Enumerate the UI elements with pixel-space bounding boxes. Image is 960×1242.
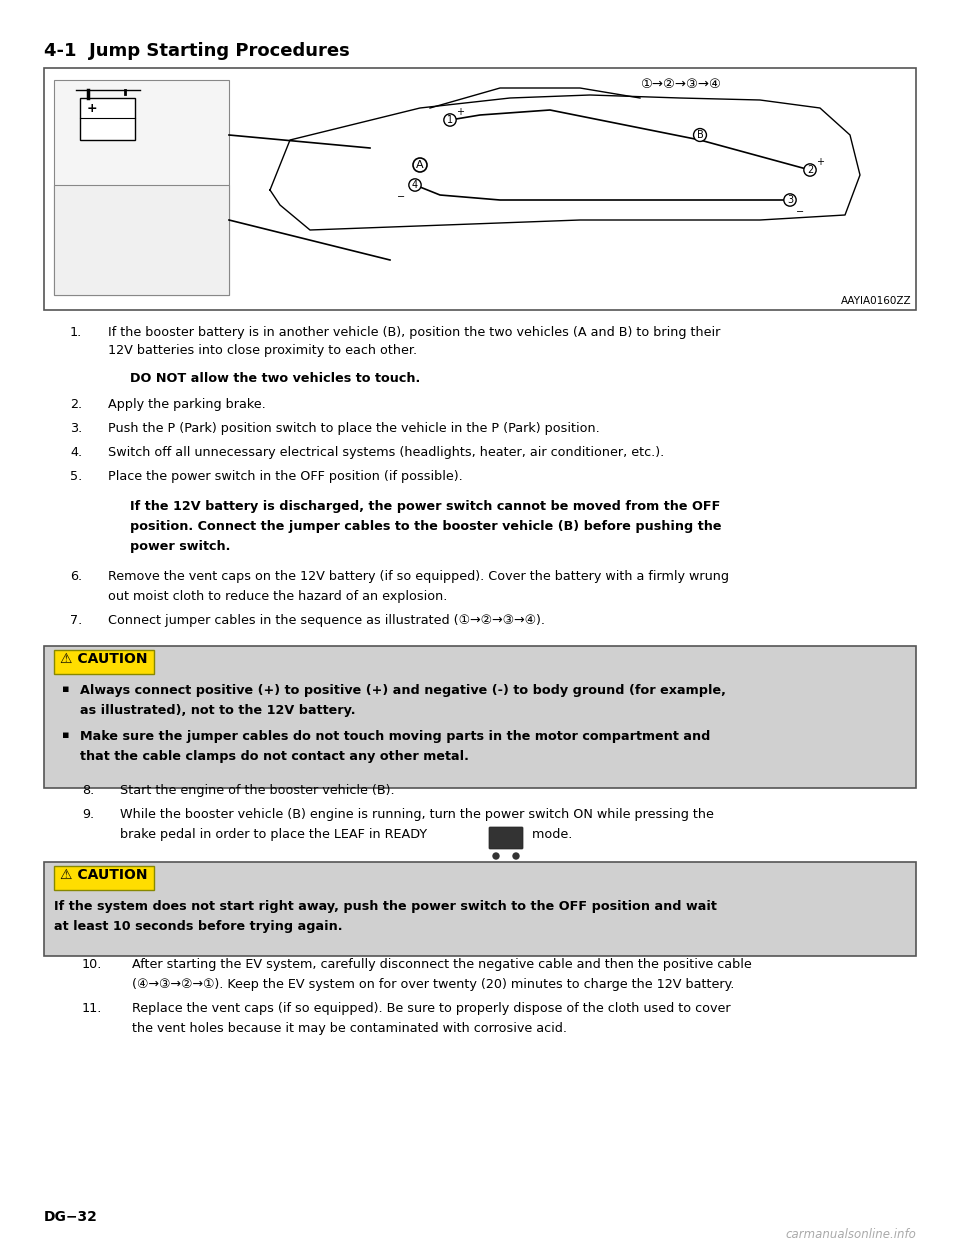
Text: 1.: 1. [70, 325, 83, 339]
Text: +: + [816, 156, 824, 166]
Text: AAYIA0160ZZ: AAYIA0160ZZ [841, 296, 912, 306]
Text: 12V batteries into close proximity to each other.: 12V batteries into close proximity to ea… [108, 344, 418, 356]
Text: Remove the vent caps on the 12V battery (if so equipped). Cover the battery with: Remove the vent caps on the 12V battery … [108, 570, 729, 582]
Text: 2.: 2. [70, 397, 83, 411]
Circle shape [513, 853, 519, 859]
Text: Place the power switch in the OFF position (if possible).: Place the power switch in the OFF positi… [108, 469, 463, 483]
Text: 9.: 9. [82, 809, 94, 821]
Text: 3: 3 [787, 195, 793, 205]
Text: Push the P (Park) position switch to place the vehicle in the P (Park) position.: Push the P (Park) position switch to pla… [108, 422, 600, 435]
Text: −: − [396, 193, 405, 202]
Text: Apply the parking brake.: Apply the parking brake. [108, 397, 266, 411]
Text: 4: 4 [412, 180, 418, 190]
Text: Always connect positive (+) to positive (+) and negative (-) to body ground (for: Always connect positive (+) to positive … [80, 684, 726, 697]
Text: 11.: 11. [82, 1002, 103, 1015]
Bar [44, 68, 916, 310]
Text: as illustrated), not to the 12V battery.: as illustrated), not to the 12V battery. [80, 704, 355, 717]
Bar [54, 185, 229, 296]
Text: ⚠ CAUTION: ⚠ CAUTION [60, 868, 148, 882]
Text: Make sure the jumper cables do not touch moving parts in the motor compartment a: Make sure the jumper cables do not touch… [80, 730, 710, 743]
Circle shape [493, 853, 499, 859]
Text: power switch.: power switch. [130, 540, 230, 553]
Text: Connect jumper cables in the sequence as illustrated (①→②→③→④).: Connect jumper cables in the sequence as… [108, 614, 545, 627]
Text: +: + [456, 107, 464, 117]
Bar [44, 646, 916, 787]
Text: 4-1  Jump Starting Procedures: 4-1 Jump Starting Procedures [44, 42, 349, 60]
Text: carmanualsonline.info: carmanualsonline.info [785, 1228, 916, 1241]
Bar [54, 650, 154, 674]
Text: While the booster vehicle (B) engine is running, turn the power switch ON while : While the booster vehicle (B) engine is … [120, 809, 714, 821]
Text: After starting the EV system, carefully disconnect the negative cable and then t: After starting the EV system, carefully … [132, 958, 752, 971]
Text: ①→②→③→④: ①→②→③→④ [640, 78, 721, 91]
Text: 7.: 7. [70, 614, 83, 627]
Text: that the cable clamps do not contact any other metal.: that the cable clamps do not contact any… [80, 750, 468, 763]
Text: If the system does not start right away, push the power switch to the OFF positi: If the system does not start right away,… [54, 900, 717, 913]
Bar [80, 98, 135, 140]
Text: 6.: 6. [70, 570, 83, 582]
Text: out moist cloth to reduce the hazard of an explosion.: out moist cloth to reduce the hazard of … [108, 590, 447, 604]
Bar [54, 79, 229, 296]
Text: 3.: 3. [70, 422, 83, 435]
Text: Start the engine of the booster vehicle (B).: Start the engine of the booster vehicle … [120, 784, 395, 797]
Bar [44, 862, 916, 956]
Text: 4.: 4. [70, 446, 83, 460]
Text: 1: 1 [447, 116, 453, 125]
Text: 8.: 8. [82, 784, 94, 797]
FancyBboxPatch shape [489, 827, 523, 850]
Text: Replace the vent caps (if so equipped). Be sure to properly dispose of the cloth: Replace the vent caps (if so equipped). … [132, 1002, 731, 1015]
Text: mode.: mode. [528, 828, 572, 841]
Text: at least 10 seconds before trying again.: at least 10 seconds before trying again. [54, 920, 343, 933]
Text: brake pedal in order to place the LEAF in READY: brake pedal in order to place the LEAF i… [120, 828, 431, 841]
Text: A: A [417, 160, 423, 170]
Text: Switch off all unnecessary electrical systems (headlights, heater, air condition: Switch off all unnecessary electrical sy… [108, 446, 664, 460]
Text: 5.: 5. [70, 469, 83, 483]
Text: DG−32: DG−32 [44, 1210, 98, 1225]
Text: ⚠ CAUTION: ⚠ CAUTION [60, 652, 148, 666]
Text: (④→③→②→①). Keep the EV system on for over twenty (20) minutes to charge the 12V : (④→③→②→①). Keep the EV system on for ove… [132, 977, 734, 991]
Bar [54, 866, 154, 891]
Text: position. Connect the jumper cables to the booster vehicle (B) before pushing th: position. Connect the jumper cables to t… [130, 520, 722, 533]
Text: 2: 2 [806, 165, 813, 175]
Text: 10.: 10. [82, 958, 103, 971]
Text: +: + [86, 102, 97, 114]
Text: the vent holes because it may be contaminated with corrosive acid.: the vent holes because it may be contami… [132, 1022, 567, 1035]
Text: DO NOT allow the two vehicles to touch.: DO NOT allow the two vehicles to touch. [130, 373, 420, 385]
Text: −: − [796, 207, 804, 217]
Text: If the 12V battery is discharged, the power switch cannot be moved from the OFF: If the 12V battery is discharged, the po… [130, 501, 720, 513]
Text: If the booster battery is in another vehicle (B), position the two vehicles (A a: If the booster battery is in another veh… [108, 325, 720, 339]
Text: ▪: ▪ [62, 684, 69, 694]
Text: ▪: ▪ [62, 730, 69, 740]
Text: B: B [697, 130, 704, 140]
